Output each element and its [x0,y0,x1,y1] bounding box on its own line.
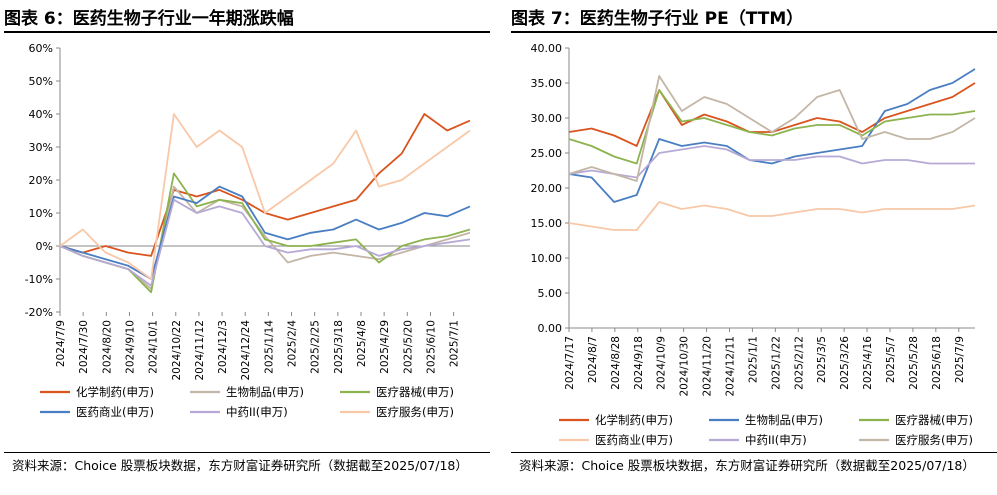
x-tick-label: 2024/12/11 [724,336,736,397]
x-tick-label: 2024/8/28 [610,336,622,390]
x-tick-label: 2025/4/16 [862,336,874,390]
series-line-1 [568,82,976,147]
x-tick-label: 2025/3/26 [839,336,851,390]
y-tick-label: 20.00 [531,182,563,195]
figure-7-top-rule [511,31,997,33]
x-tick-label: 2025/3/18 [333,320,345,374]
legend-label: 化学制药(申万) [595,413,673,427]
x-tick-label: 2025/2/25 [310,320,322,374]
x-tick-label: 2025/1/14 [263,320,275,374]
series-line-1 [59,113,471,257]
x-tick-label: 2024/10/9 [656,336,668,390]
y-tick-label: 20% [29,174,53,187]
series-line-6 [59,113,471,280]
figure-6-panel: 图表 6：医药生物子行业一年期涨跌幅 -20% -10% 0% 10% 20% 30% 40… [0,0,490,495]
x-tick-label: 2025/5/20 [402,320,414,374]
y-tick-label: 10% [29,207,53,220]
x-tick-label: 2025/5/28 [908,336,920,390]
figure-6-chart: -20% -10% 0% 10% 20% 30% 40% 50% 60% 2024/7/9 2024… [25,42,471,419]
legend-label: 生物制品(申万) [745,413,823,427]
y-tick-label: 40.00 [531,42,563,55]
x-tick-label: 2024/10/22 [171,320,183,381]
series-line-6 [568,75,976,182]
x-tick-label: 2024/12/3 [217,320,229,374]
figure-7-source: 资料来源：Choice 股票板块数据，东方财富证券研究所（数据截至2025/07… [519,458,975,473]
x-tick-label: 2024/8/7 [587,336,599,383]
figure-7-bottom-rule [511,452,997,453]
legend-label: 中药II(申万) [226,405,288,419]
y-tick-label: 25.00 [531,147,563,160]
figure-7-chart: 0.00 5.00 10.00 15.00 20.00 25.00 30.00 35.00 40… [531,42,976,447]
x-tick-label: 2024/11/12 [194,320,206,381]
x-tick-label: 2025/2/4 [287,320,299,367]
y-tick-label: 50% [29,75,53,88]
x-tick-label: 2025/7/1 [449,320,461,367]
legend-label: 医疗器械(申万) [895,413,973,427]
x-tick-label: 2024/10/1 [148,320,160,374]
x-tick-label: 2025/2/12 [793,336,805,390]
x-tick-label: 2025/3/5 [816,336,828,383]
legend-label: 医疗服务(申万) [376,405,454,419]
figure-6-source: 资料来源：Choice 股票板块数据，东方财富证券研究所（数据截至2025/07… [12,458,468,473]
figure-6-title: 图表 6：医药生物子行业一年期涨跌幅 [4,9,294,29]
y-tick-label: 30% [29,141,53,154]
legend-label: 生物制品(申万) [226,385,304,399]
y-tick-label: -20% [25,306,53,319]
x-tick-label: 2024/11/20 [702,336,714,397]
series-line-4 [59,185,471,280]
series-line-3 [568,89,976,165]
y-tick-label: 30.00 [531,112,563,125]
x-tick-label: 2025/4/29 [379,320,391,374]
figure-7-title: 图表 7：医药生物子行业 PE（TTM） [511,9,804,29]
x-tick-label: 2024/8/20 [101,320,113,374]
y-tick-label: 35.00 [531,77,563,90]
legend-label: 医疗服务(申万) [895,433,973,447]
y-tick-label: 0% [36,240,53,253]
y-tick-label: 10.00 [531,252,563,265]
y-tick-label: -10% [25,273,53,286]
x-tick-label: 2024/7/17 [564,336,576,390]
legend-label: 中药II(申万) [745,433,807,447]
x-tick-label: 2025/6/10 [425,320,437,374]
series-line-2 [568,68,976,203]
legend-label: 医药商业(申万) [595,433,673,447]
figure-6-bottom-rule [4,452,490,453]
x-tick-label: 2025/6/18 [931,336,943,390]
series-line-4 [568,201,976,231]
x-tick-label: 2024/7/9 [55,320,67,367]
figure-6-top-rule [4,31,490,33]
y-tick-label: 60% [29,42,53,55]
x-tick-label: 2024/10/30 [679,336,691,397]
x-tick-label: 2024/12/24 [240,320,252,381]
x-tick-label: 2025/4/8 [356,320,368,367]
x-tick-label: 2025/7/9 [954,336,966,383]
y-tick-label: 0.00 [538,322,563,335]
legend-label: 医疗器械(申万) [376,385,454,399]
figure-7-panel: 图表 7：医药生物子行业 PE（TTM） 0.00 5.00 10.00 15.00 2… [507,0,997,495]
x-tick-label: 2025/1/1 [747,336,759,383]
x-tick-label: 2024/9/18 [633,336,645,390]
legend-label: 医药商业(申万) [76,405,154,419]
legend-label: 化学制药(申万) [76,385,154,399]
x-tick-label: 2024/9/10 [124,320,136,374]
x-tick-label: 2025/1/22 [770,336,782,390]
x-tick-label: 2025/5/7 [885,336,897,383]
series-line-5 [59,198,471,287]
y-tick-label: 5.00 [538,287,563,300]
y-tick-label: 15.00 [531,217,563,230]
x-tick-label: 2024/7/30 [78,320,90,374]
y-tick-label: 40% [29,108,53,121]
